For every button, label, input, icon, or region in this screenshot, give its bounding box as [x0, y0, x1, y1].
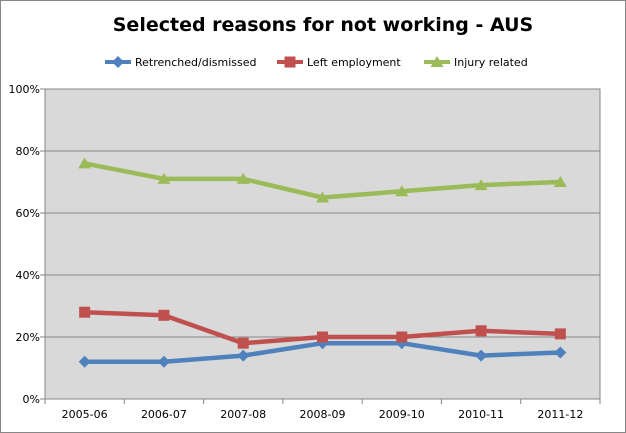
legend-marker-retrenched-dismissed [112, 56, 124, 68]
y-tick-label: 60% [16, 207, 40, 220]
data-point-retrenched-dismissed [237, 349, 250, 362]
legend-label-injury-related: Injury related [454, 56, 528, 69]
y-tick-label: 0% [23, 393, 40, 406]
data-point-injury-related [395, 185, 409, 197]
y-tick-label: 100% [9, 83, 40, 96]
data-point-injury-related [553, 176, 567, 187]
chart-title: Selected reasons for not working - AUS [113, 14, 534, 36]
data-point-injury-related [474, 179, 488, 191]
data-point-retrenched-dismissed [554, 346, 567, 359]
data-point-retrenched-dismissed [78, 355, 91, 368]
legend: Retrenched/dismissed Left employment Injur… [105, 56, 528, 69]
data-point-injury-related [157, 172, 171, 184]
data-point-retrenched-dismissed [475, 349, 488, 362]
data-point-injury-related [316, 191, 329, 203]
data-point-retrenched-dismissed [157, 355, 170, 368]
data-point-left-employment [317, 331, 328, 343]
data-point-left-employment [475, 325, 487, 337]
x-axis: 2005-06 2006-07 2007-08 2008-09 2009-10 2010-… [44, 399, 601, 421]
series-group [78, 157, 567, 368]
legend-label-retrenched-dismissed: Retrenched/dismissed [135, 56, 256, 69]
y-axis: 0% 20% 40% 60% 80% 100% [9, 83, 45, 406]
x-tick-label: 2009-10 [379, 408, 425, 421]
data-point-left-employment [396, 331, 408, 343]
y-tick-label: 20% [16, 331, 40, 344]
x-tick-label: 2007-08 [220, 408, 266, 421]
data-point-injury-related [78, 157, 92, 169]
x-tick-label: 2005-06 [62, 408, 108, 421]
data-point-left-employment [158, 309, 170, 321]
data-point-injury-related [236, 172, 250, 184]
legend-label-left-employment: Left employment [307, 56, 401, 69]
legend-marker-injury-related [430, 56, 444, 67]
x-tick-label: 2011-12 [537, 408, 583, 421]
legend-marker-left-employment [284, 56, 296, 68]
data-point-left-employment [554, 328, 566, 340]
data-point-left-employment [237, 337, 249, 349]
y-tick-label: 80% [16, 145, 40, 158]
data-point-left-employment [79, 306, 91, 318]
x-tick-label: 2010-11 [458, 408, 504, 421]
x-tick-label: 2006-07 [141, 408, 187, 421]
y-tick-label: 40% [16, 269, 40, 282]
x-tick-label: 2008-09 [300, 408, 346, 421]
